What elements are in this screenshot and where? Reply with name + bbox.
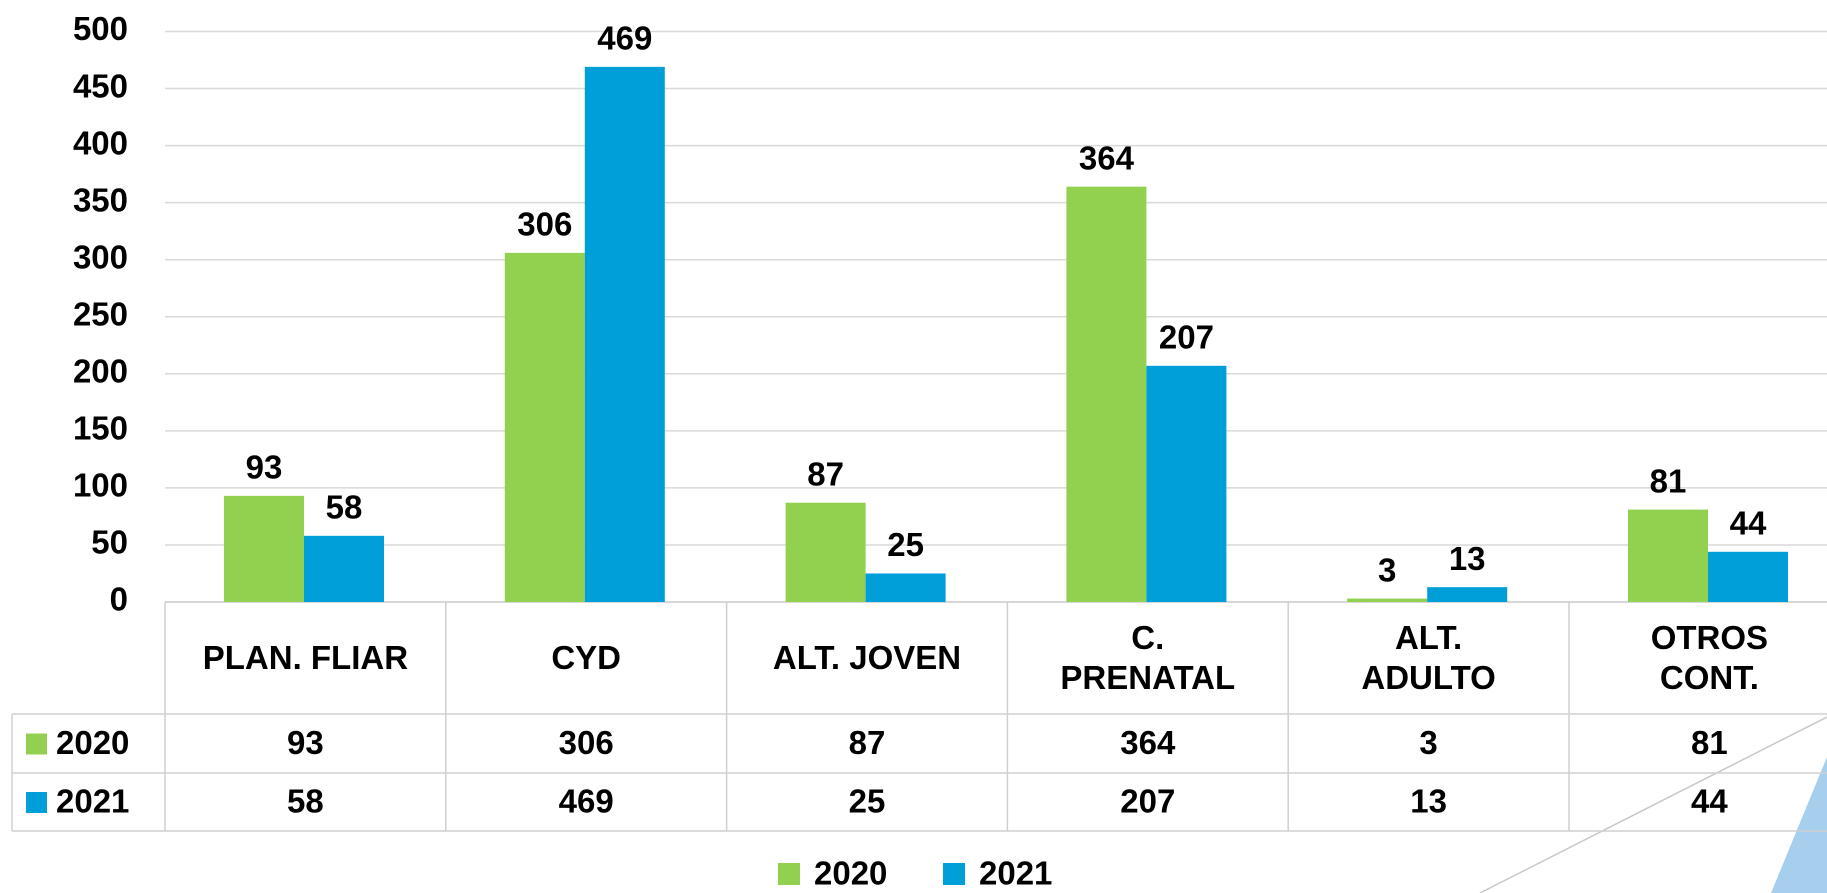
table-cell: 25 xyxy=(849,783,886,820)
legend-key xyxy=(778,863,800,885)
y-tick-label: 350 xyxy=(73,181,128,218)
data-label: 207 xyxy=(1159,319,1214,356)
data-label: 44 xyxy=(1730,505,1767,542)
data-label: 306 xyxy=(517,206,572,243)
bar xyxy=(1066,186,1147,602)
data-label: 364 xyxy=(1079,139,1135,176)
legend-key xyxy=(26,733,47,755)
bar xyxy=(304,535,384,602)
y-tick-label: 200 xyxy=(73,353,128,390)
table-cell: 469 xyxy=(559,783,614,820)
legend-key xyxy=(943,863,965,885)
bar xyxy=(785,502,866,602)
bar xyxy=(224,495,304,602)
bar xyxy=(504,252,585,602)
y-tick-label: 400 xyxy=(73,124,128,161)
table-cell: 81 xyxy=(1691,724,1728,761)
x-tick-label: CYD xyxy=(551,639,622,676)
data-label: 58 xyxy=(326,489,363,526)
x-tick-label: ALT. JOVEN xyxy=(772,639,962,676)
x-tick-label: PLAN. FLIAR xyxy=(202,639,409,676)
legend-label: 2020 xyxy=(56,724,129,761)
y-tick-label: 150 xyxy=(73,410,128,447)
bar xyxy=(1146,365,1227,602)
decoration xyxy=(1479,716,1827,893)
bar xyxy=(1708,551,1788,602)
decoration xyxy=(1771,757,1827,893)
table-cell: 3 xyxy=(1419,724,1437,761)
bar xyxy=(1628,509,1708,602)
table-cell: 306 xyxy=(559,724,614,761)
bar xyxy=(1427,587,1508,602)
y-tick-label: 100 xyxy=(73,467,128,504)
table-cell: 87 xyxy=(849,724,886,761)
data-label: 25 xyxy=(887,526,924,563)
x-tick-label: C. PRENATAL xyxy=(1060,619,1236,696)
x-tick-label: OTROS CONT. xyxy=(1650,619,1769,696)
legend-key xyxy=(26,792,47,813)
y-tick-label: 250 xyxy=(73,295,128,332)
table-cell: 13 xyxy=(1410,783,1447,820)
table-cell: 93 xyxy=(287,724,324,761)
bar xyxy=(584,66,665,603)
x-tick-label: ALT. ADULTO xyxy=(1361,619,1496,696)
data-label: 93 xyxy=(246,449,283,486)
table-cell: 44 xyxy=(1691,783,1728,820)
data-label: 3 xyxy=(1378,551,1396,588)
y-tick-label: 450 xyxy=(73,67,128,104)
data-label: 81 xyxy=(1650,462,1687,499)
table-cell: 207 xyxy=(1120,783,1175,820)
bar xyxy=(865,573,946,602)
legend-label: 2021 xyxy=(56,783,129,820)
data-label: 13 xyxy=(1449,540,1486,577)
y-tick-label: 50 xyxy=(91,524,128,561)
legend-label: 2020 xyxy=(814,855,887,892)
y-tick-label: 500 xyxy=(73,10,128,47)
data-label: 469 xyxy=(597,20,652,57)
legend-label: 2021 xyxy=(979,855,1052,892)
y-tick-label: 300 xyxy=(73,238,128,275)
data-label: 87 xyxy=(807,455,844,492)
y-tick-label: 0 xyxy=(110,581,128,618)
table-cell: 364 xyxy=(1120,724,1176,761)
table-cell: 58 xyxy=(287,783,324,820)
bar xyxy=(1347,598,1428,602)
